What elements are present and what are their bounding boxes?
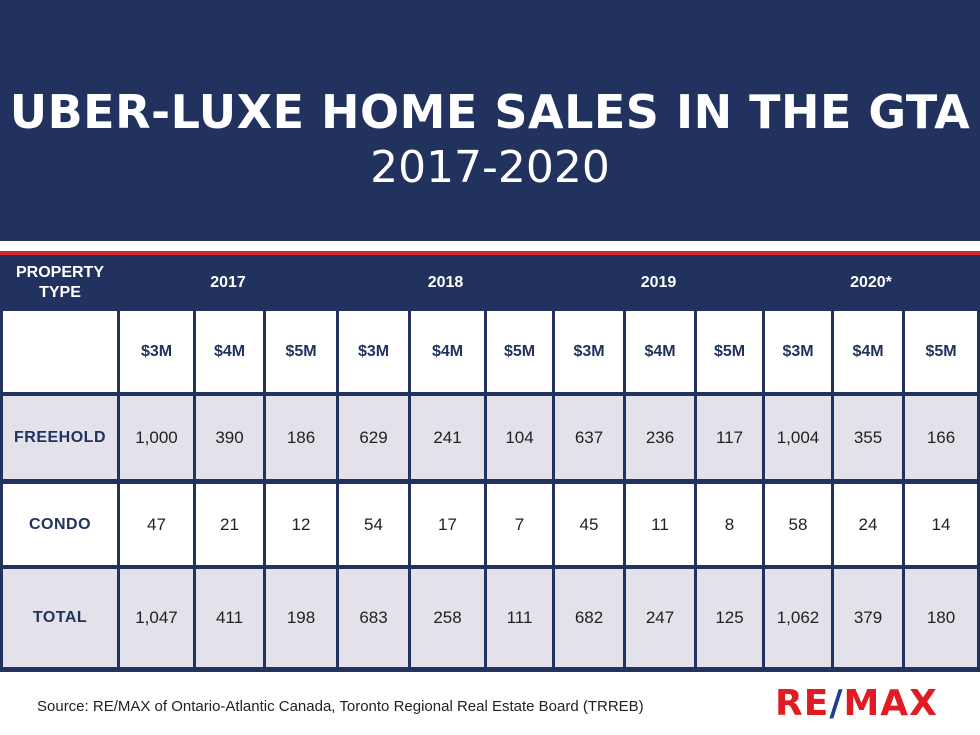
blank-header-cell: [3, 311, 117, 392]
table-cell: 355: [834, 396, 902, 479]
table-cell: 12: [266, 484, 336, 565]
price-tier-header: $5M: [487, 311, 552, 392]
table-cell: 629: [339, 396, 408, 479]
remax-logo: RE/MAX: [775, 683, 938, 724]
table-cell: 683: [339, 569, 408, 667]
table-cell: 637: [555, 396, 623, 479]
price-tier-header: $4M: [626, 311, 694, 392]
page-subtitle: 2017-2020: [370, 142, 610, 193]
table-cell: 1,062: [765, 569, 831, 667]
year-header-2020: 2020*: [850, 273, 892, 291]
table-cell: 104: [487, 396, 552, 479]
table-cell: 54: [339, 484, 408, 565]
table-cell: 7: [487, 484, 552, 565]
table-cell: 682: [555, 569, 623, 667]
title-banner: UBER-LUXE HOME SALES IN THE GTA 2017-202…: [0, 0, 980, 241]
table-cell: 180: [905, 569, 977, 667]
table-cell: 241: [411, 396, 484, 479]
price-tier-header: $5M: [905, 311, 977, 392]
table-cell: 247: [626, 569, 694, 667]
row-label-total: TOTAL: [3, 569, 117, 667]
table-cell: 198: [266, 569, 336, 667]
price-tier-header: $3M: [339, 311, 408, 392]
table-cell: 21: [196, 484, 263, 565]
price-tier-header: $5M: [697, 311, 762, 392]
table-cell: 125: [697, 569, 762, 667]
year-header-2017: 2017: [210, 273, 246, 291]
table-cell: 8: [697, 484, 762, 565]
table-cell: 166: [905, 396, 977, 479]
table-cell: 186: [266, 396, 336, 479]
table-cell: 47: [120, 484, 193, 565]
column-header-property-type: PROPERTY TYPE: [15, 263, 104, 301]
table-cell: 111: [487, 569, 552, 667]
table-cell: 390: [196, 396, 263, 479]
table-cell: 14: [905, 484, 977, 565]
price-tier-header: $3M: [765, 311, 831, 392]
table-cell: 379: [834, 569, 902, 667]
price-tier-header: $5M: [266, 311, 336, 392]
price-tier-header: $3M: [120, 311, 193, 392]
table-cell: 17: [411, 484, 484, 565]
table-cell: 11: [626, 484, 694, 565]
table-cell: 236: [626, 396, 694, 479]
source-note: Source: RE/MAX of Ontario-Atlantic Canad…: [37, 698, 644, 715]
table-cell: 411: [196, 569, 263, 667]
page-title: UBER-LUXE HOME SALES IN THE GTA: [9, 85, 971, 139]
red-stripe: [0, 251, 980, 255]
row-label-freehold: FREEHOLD: [3, 396, 117, 479]
table-cell: 258: [411, 569, 484, 667]
year-header-2019: 2019: [640, 273, 677, 291]
table-cell: 1,047: [120, 569, 193, 667]
table-cell: 45: [555, 484, 623, 565]
table-cell: 58: [765, 484, 831, 565]
table-cell: 24: [834, 484, 902, 565]
price-tier-header: $4M: [411, 311, 484, 392]
price-tier-header: $3M: [555, 311, 623, 392]
year-header-2018: 2018: [427, 273, 464, 291]
row-label-condo: CONDO: [3, 484, 117, 565]
footer: [0, 672, 980, 735]
price-tier-header: $4M: [196, 311, 263, 392]
table-cell: 1,004: [765, 396, 831, 479]
price-tier-header: $4M: [834, 311, 902, 392]
table-cell: 117: [697, 396, 762, 479]
table-cell: 1,000: [120, 396, 193, 479]
